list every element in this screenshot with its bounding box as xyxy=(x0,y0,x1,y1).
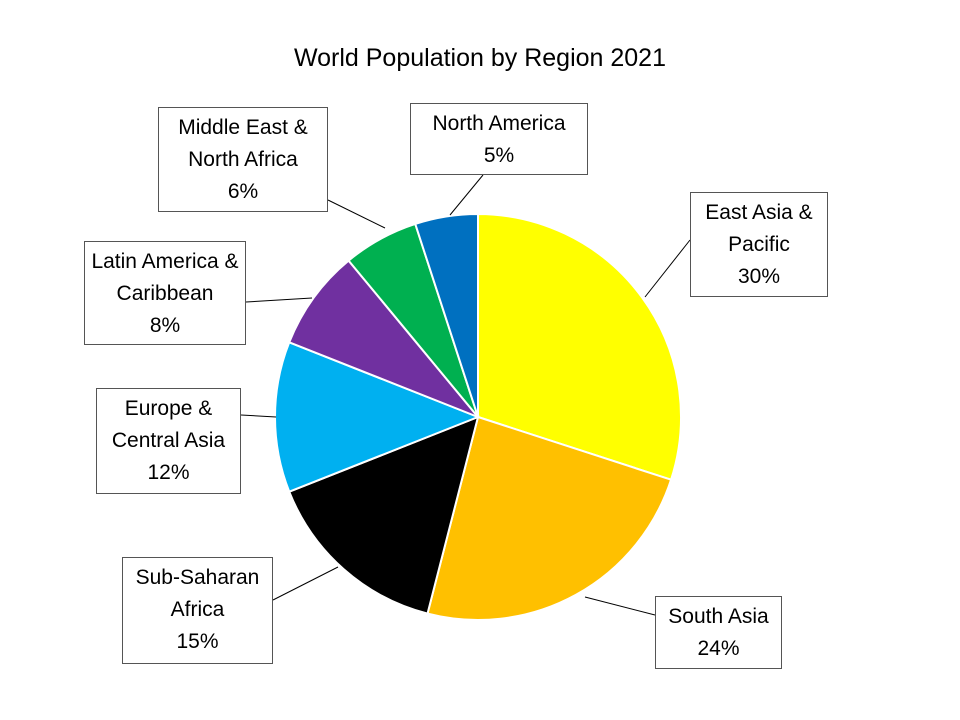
data-label-category: Sub-Saharan Africa xyxy=(135,566,260,621)
leader-line xyxy=(245,297,313,303)
chart-title: World Population by Region 2021 xyxy=(293,44,666,72)
pie-slice xyxy=(287,259,479,418)
data-label: East Asia & Pacific 30% xyxy=(690,192,828,297)
data-label-category: Latin America & Caribbean xyxy=(91,250,239,305)
leader-line xyxy=(644,239,691,298)
leader-line xyxy=(584,596,656,616)
data-label-category: North America xyxy=(432,112,566,135)
data-label-category: South Asia xyxy=(668,605,769,628)
data-label: Middle East & North Africa 6% xyxy=(158,107,328,212)
data-label: South Asia 24% xyxy=(655,596,782,669)
leader-line xyxy=(272,566,339,601)
data-label-category: Middle East & North Africa xyxy=(178,116,308,171)
data-label-category: East Asia & Pacific xyxy=(705,201,813,256)
pie-slice xyxy=(426,415,673,621)
data-label: Latin America & Caribbean 8% xyxy=(84,241,246,345)
data-label-value: 24% xyxy=(697,637,740,660)
pie-slice xyxy=(477,212,682,481)
data-label-value: 30% xyxy=(737,265,781,288)
leader-line xyxy=(240,414,277,418)
data-label: Sub-Saharan Africa 15% xyxy=(122,557,273,664)
data-label: North America 5% xyxy=(410,103,588,175)
data-label-value: 8% xyxy=(149,314,181,337)
data-label: Europe & Central Asia 12% xyxy=(96,388,241,494)
pie-slice xyxy=(414,212,479,418)
leader-line xyxy=(327,199,386,229)
pie-slice xyxy=(287,415,480,615)
data-label-value: 5% xyxy=(483,144,515,167)
data-label-value: 15% xyxy=(176,630,219,653)
data-label-value: 12% xyxy=(147,461,190,484)
data-label-category: Europe & Central Asia xyxy=(111,397,226,452)
leader-line xyxy=(449,174,484,216)
data-label-value: 6% xyxy=(227,180,259,203)
